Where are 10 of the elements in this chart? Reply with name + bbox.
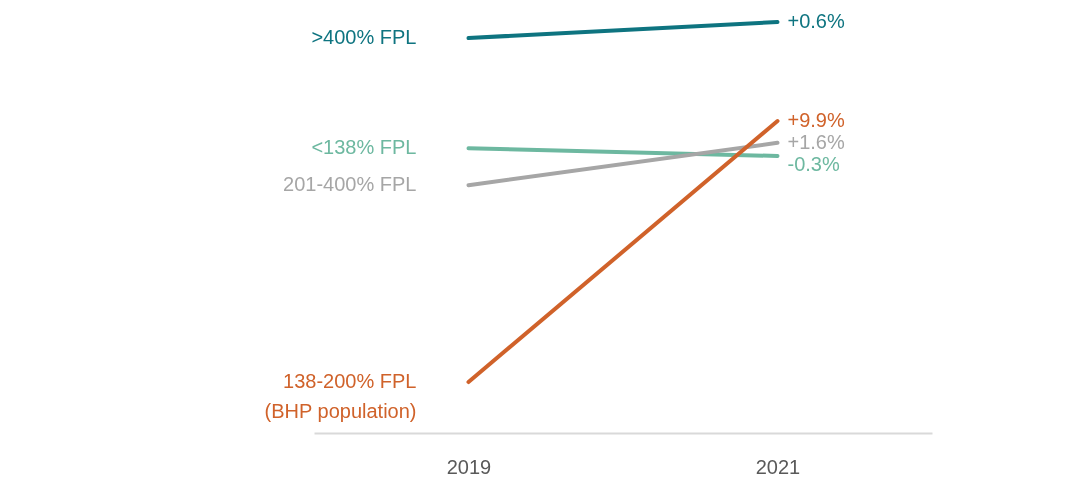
text: 138-200% FPL (BHP population) [264,370,417,423]
text: 201-400% FPL [283,173,417,196]
annotation: -0.3% [787,153,840,176]
x-tick-label: 2019 [446,455,492,478]
text: <138% FPL [311,136,417,159]
annotation: +0.6% [787,10,845,32]
text: >400% FPL [311,26,417,49]
annotation: +1.6% [787,131,845,154]
x-tick-label: 2021 [755,455,801,478]
annotation: +9.9% [787,109,845,132]
